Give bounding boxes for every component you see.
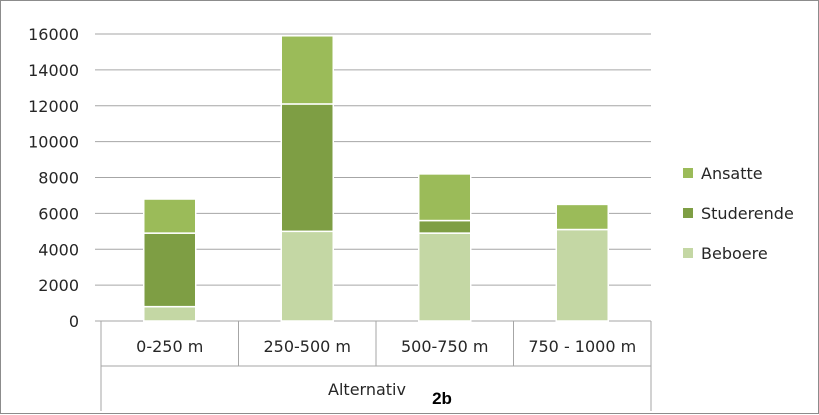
bar-segment-beboere (143, 305, 197, 322)
legend-label-studerende: Studerende (701, 204, 794, 223)
y-tick-label: 0 (69, 312, 79, 331)
y-tick-label: 8000 (38, 169, 79, 188)
bar-segment-beboere (418, 232, 472, 322)
bar-segment-ansatte (418, 173, 472, 222)
legend-swatch-studerende (683, 208, 693, 218)
y-tick-label: 4000 (38, 240, 79, 259)
legend-swatch-ansatte (683, 168, 693, 178)
x-axis-title: Alternativ (328, 380, 406, 399)
x-axis-title-suffix: 2b (432, 389, 452, 408)
bar-segment-studerende (418, 219, 472, 234)
legend-label-ansatte: Ansatte (701, 164, 763, 183)
bar-segment-studerende (143, 232, 197, 308)
bar-segment-ansatte (280, 35, 334, 105)
y-tick-label: 14000 (28, 61, 79, 80)
category-label: 750 - 1000 m (528, 337, 636, 356)
y-tick-label: 16000 (28, 25, 79, 44)
y-tick-label: 2000 (38, 276, 79, 295)
y-tick-label: 10000 (28, 133, 79, 152)
category-label: 250-500 m (263, 337, 351, 356)
bar-segment-beboere (555, 228, 609, 322)
legend-label-beboere: Beboere (701, 244, 768, 263)
bar-segment-ansatte (555, 203, 609, 231)
category-label: 500-750 m (401, 337, 489, 356)
y-tick-label: 12000 (28, 97, 79, 116)
y-tick-label: 6000 (38, 204, 79, 223)
bar-segment-ansatte (143, 198, 197, 234)
bar-segment-beboere (280, 230, 334, 322)
category-label: 0-250 m (136, 337, 203, 356)
bar-segment-studerende (280, 103, 334, 233)
legend-swatch-beboere (683, 248, 693, 258)
